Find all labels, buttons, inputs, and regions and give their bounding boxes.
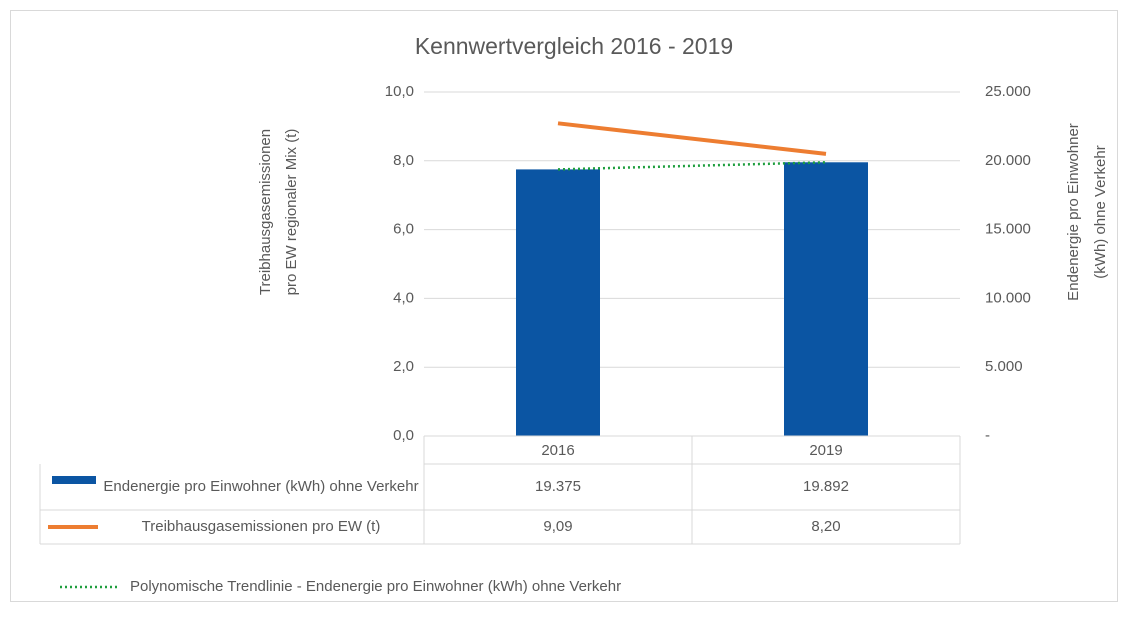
bar (784, 162, 868, 437)
table-row-label-box: Endenergie pro Einwohner (kWh) ohne Verk… (103, 478, 419, 495)
table-row-label-box: Treibhausgasemissionen pro EW (t) (141, 518, 381, 535)
y-axis-label: pro EW regionaler Mix (t) (283, 129, 300, 296)
y2-tick-label: 10.000 (985, 289, 1031, 306)
y2-axis-label: (kWh) ohne Verkehr (1092, 145, 1109, 278)
legend-label: Endenergie pro Einwohner (kWh) ohne Verk… (103, 478, 419, 495)
table-value: 9,09 (543, 518, 572, 535)
bar (516, 169, 600, 436)
x-tick-label: 2019 (809, 442, 842, 459)
y2-tick-label: 25.000 (985, 83, 1031, 100)
legend-label: Treibhausgasemissionen pro EW (t) (141, 518, 381, 535)
y-tick-label: 4,0 (393, 289, 414, 306)
chart-title: Kennwertvergleich 2016 - 2019 (415, 33, 733, 59)
y-tick-label: 10,0 (385, 83, 414, 100)
y-tick-label: 0,0 (393, 427, 414, 444)
table-value: 19.375 (535, 478, 581, 495)
table-value: 8,20 (811, 518, 840, 535)
y2-tick-label: - (985, 427, 990, 444)
y2-tick-label: 20.000 (985, 152, 1031, 169)
y2-axis-label: Endenergie pro Einwohner (1065, 123, 1082, 301)
x-tick-label: 2016 (541, 442, 574, 459)
legend-key (52, 476, 96, 484)
legend-label: Polynomische Trendlinie - Endenergie pro… (130, 578, 621, 595)
y-tick-label: 6,0 (393, 221, 414, 238)
y-tick-label: 8,0 (393, 152, 414, 169)
y-axis-label: Treibhausgasemissionen (257, 129, 274, 295)
y2-tick-label: 15.000 (985, 221, 1031, 238)
y-tick-label: 2,0 (393, 358, 414, 375)
table-value: 19.892 (803, 478, 849, 495)
y2-tick-label: 5.000 (985, 358, 1023, 375)
line (557, 121, 827, 156)
